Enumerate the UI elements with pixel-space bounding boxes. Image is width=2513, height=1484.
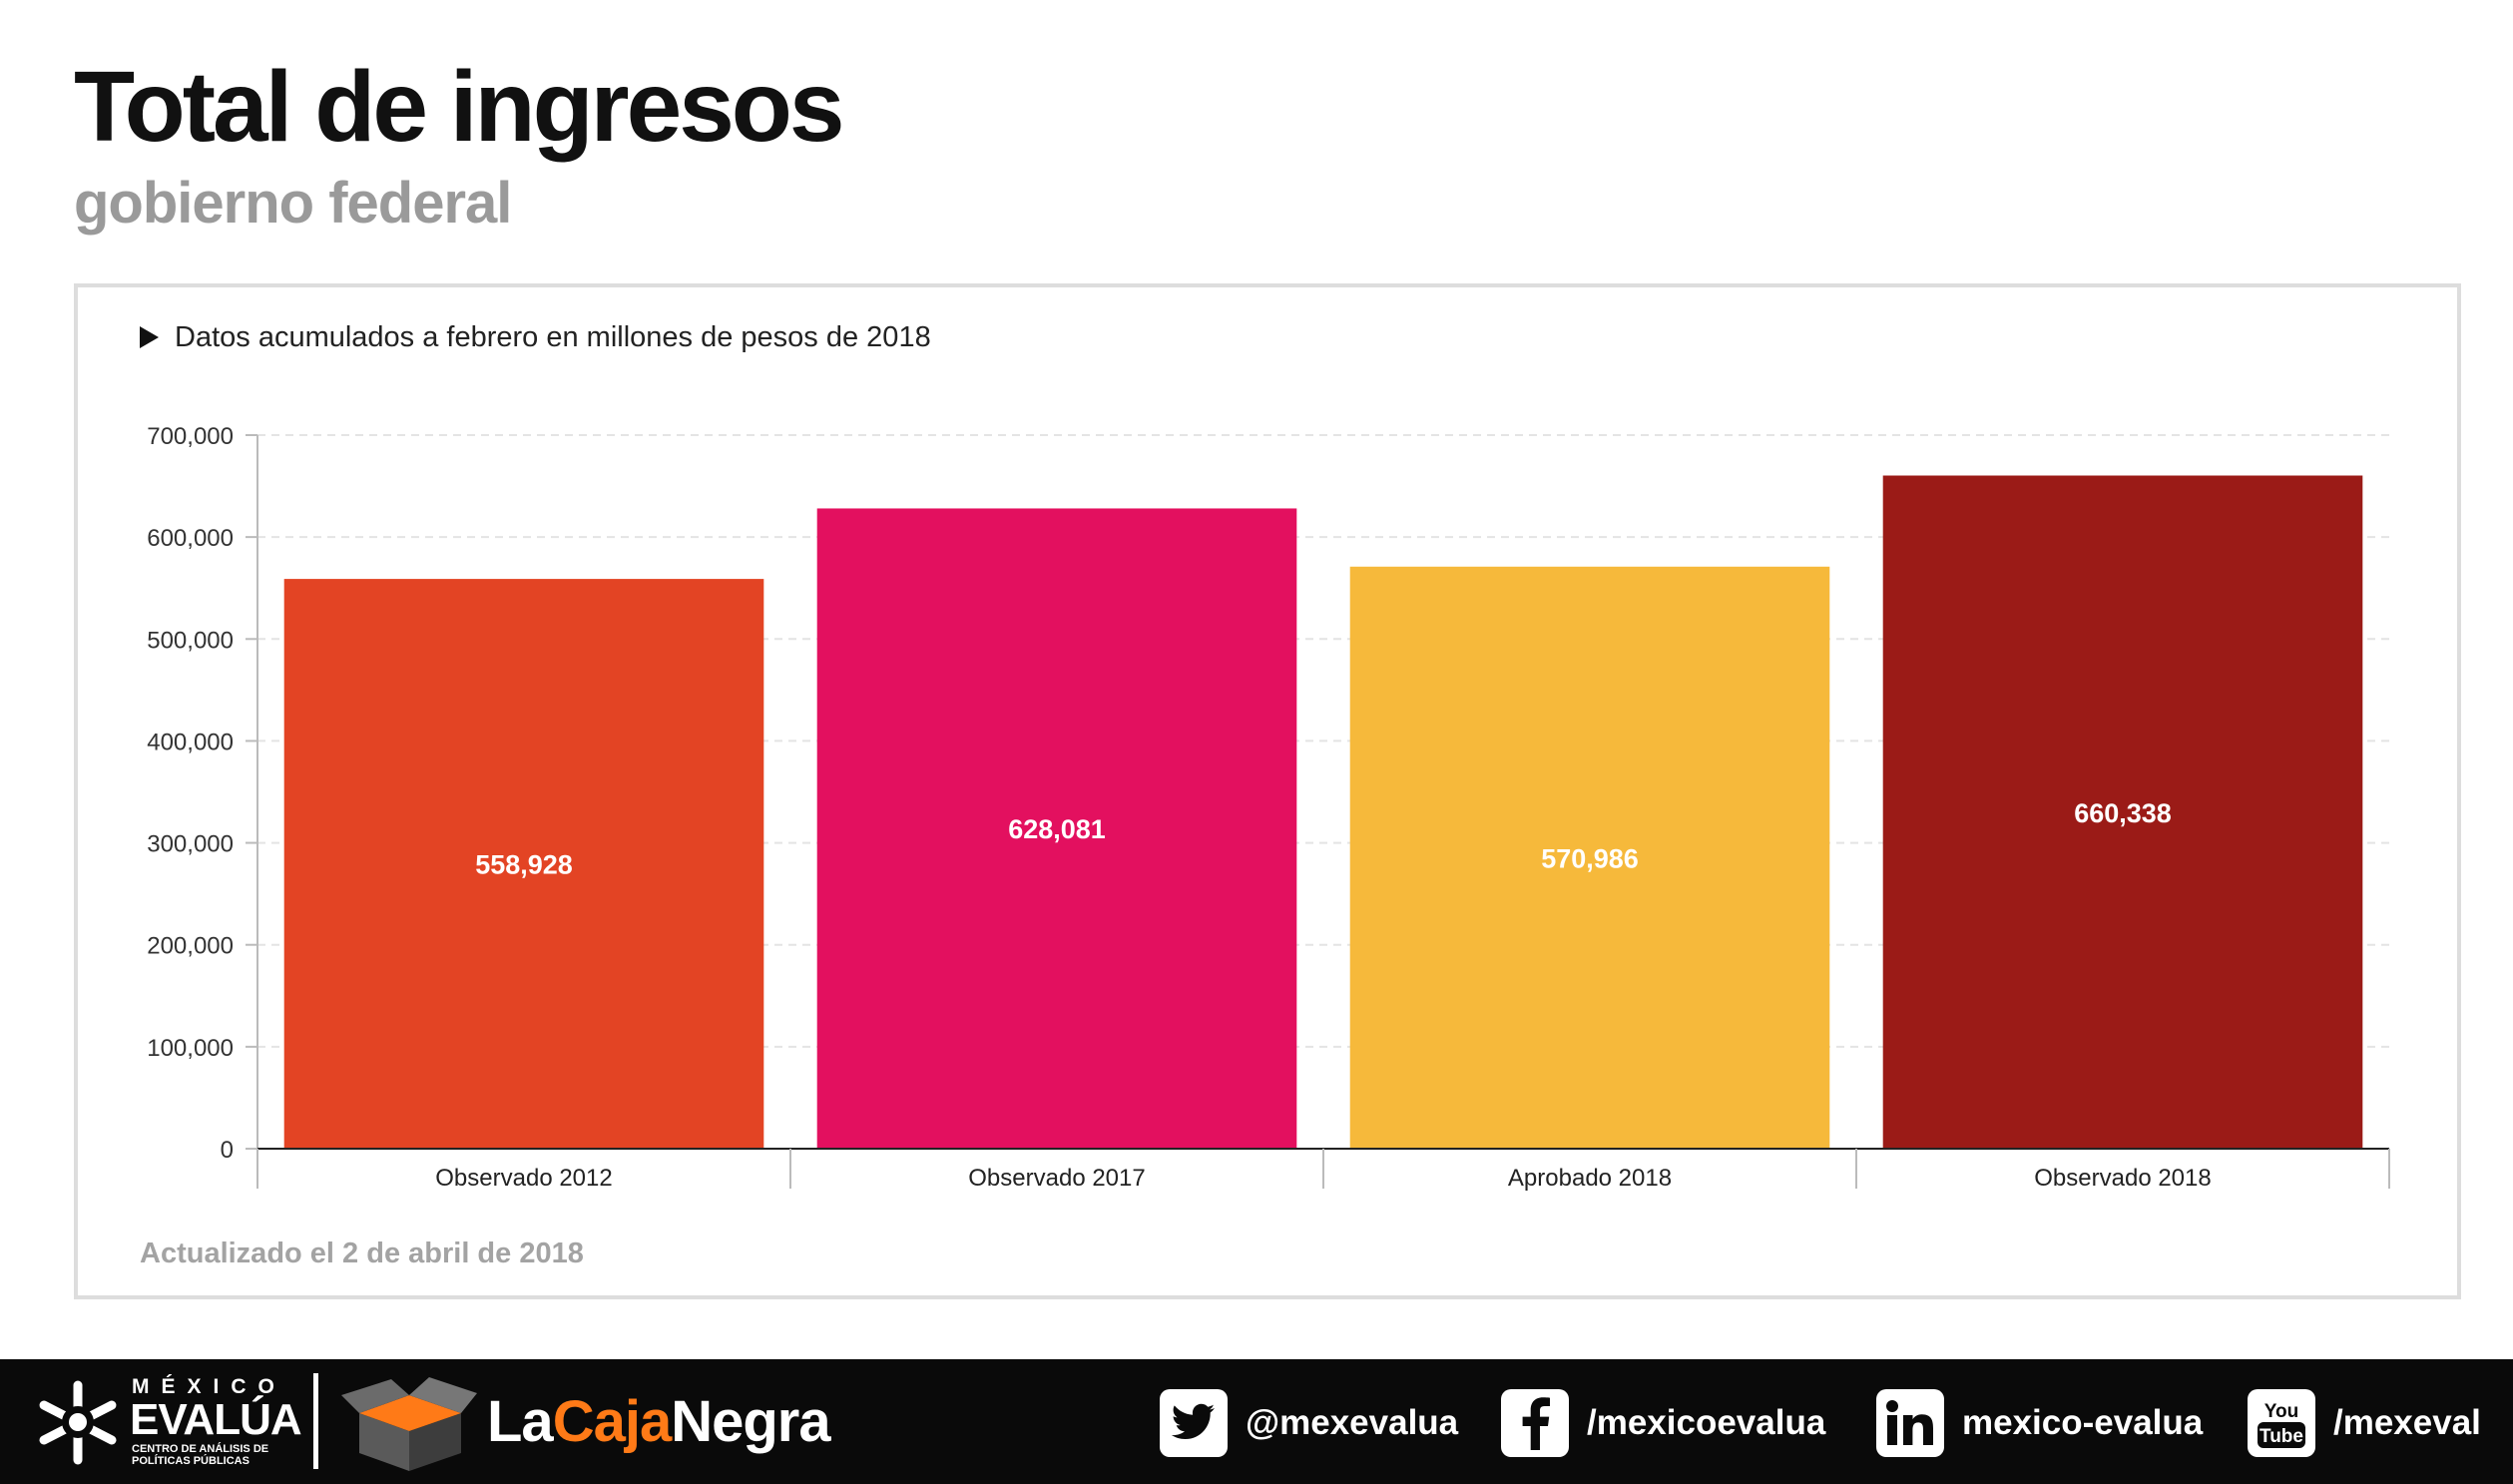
org-small-label: MÉXICO	[132, 1375, 286, 1398]
chart-note-text: Datos acumulados a febrero en millones d…	[175, 321, 931, 353]
y-tick-label: 0	[221, 1137, 234, 1164]
youtube-icon: You Tube	[2248, 1389, 2315, 1457]
x-tick-label: Aprobado 2018	[1508, 1165, 1672, 1192]
bar-value-label: 628,081	[1008, 814, 1106, 844]
updated-note: Actualizado el 2 de abril de 2018	[140, 1237, 584, 1269]
youtube-handle: /mexeval	[2333, 1403, 2481, 1442]
brand-part-negra: Negra	[671, 1389, 830, 1454]
footer-bar: MÉXICO EVALÚA CENTRO DE ANÁLISIS DE POLÍ…	[0, 1359, 2513, 1484]
mexico-evalua-logo[interactable]: MÉXICO EVALÚA CENTRO DE ANÁLISIS DE POLÍ…	[34, 1375, 302, 1470]
x-tick-label: Observado 2017	[968, 1165, 1145, 1192]
bar	[283, 579, 764, 1149]
social-linkedin[interactable]: mexico-evalua	[1876, 1389, 2203, 1457]
y-tick-label: 100,000	[147, 1035, 234, 1062]
play-triangle-icon	[140, 326, 159, 348]
bar	[1882, 475, 2363, 1149]
twitter-handle: @mexevalua	[1246, 1403, 1459, 1442]
y-tick-label: 300,000	[147, 831, 234, 858]
y-tick-label: 400,000	[147, 729, 234, 755]
svg-text:Tube: Tube	[2260, 1426, 2303, 1447]
bar-value-label: 570,986	[1541, 843, 1639, 873]
bar-chart: 0 100,000 200,000 300,000 400,000 500,000 600,…	[147, 423, 2390, 1192]
star-burst-icon	[39, 1380, 117, 1465]
page-title: Total de ingresos	[74, 51, 845, 163]
y-tick-label: 700,000	[147, 423, 234, 450]
bar-value-label: 660,338	[2074, 798, 2172, 828]
org-tagline: CENTRO DE ANÁLISIS DE POLÍTICAS PÚBLICAS	[132, 1443, 269, 1467]
y-tick-label: 500,000	[147, 627, 234, 654]
social-twitter[interactable]: @mexevalua	[1160, 1389, 1458, 1457]
svg-text:You: You	[2264, 1401, 2298, 1422]
page-subtitle: gobierno federal	[74, 171, 512, 236]
bar-value-label: 558,928	[475, 850, 573, 880]
y-tick-label: 600,000	[147, 525, 234, 552]
twitter-icon	[1160, 1389, 1228, 1457]
bar	[1349, 566, 1830, 1149]
la-caja-negra-logo[interactable]: LaCajaNegra	[487, 1389, 831, 1454]
brand-part-caja: Caja	[552, 1389, 673, 1454]
x-tick-label: Observado 2018	[2034, 1165, 2211, 1192]
facebook-icon	[1501, 1389, 1569, 1457]
chart-note: Datos acumulados a febrero en millones d…	[140, 319, 931, 355]
footer-divider	[313, 1373, 318, 1469]
y-tick-label: 200,000	[147, 933, 234, 960]
bar	[816, 508, 1297, 1150]
social-youtube[interactable]: You Tube /mexeval	[2248, 1389, 2481, 1457]
black-box-icon	[341, 1377, 477, 1471]
facebook-handle: /mexicoevalua	[1587, 1403, 1826, 1442]
social-facebook[interactable]: /mexicoevalua	[1501, 1389, 1825, 1457]
brand-part-la: La	[487, 1389, 554, 1454]
linkedin-handle: mexico-evalua	[1962, 1403, 2204, 1442]
x-tick-label: Observado 2012	[435, 1165, 612, 1192]
org-name: EVALÚA	[130, 1395, 302, 1444]
linkedin-icon	[1876, 1389, 1944, 1457]
